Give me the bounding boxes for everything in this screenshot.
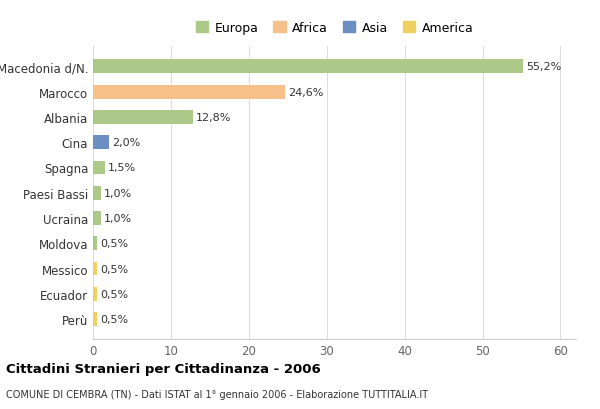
Bar bbox=[93, 136, 109, 150]
Bar bbox=[93, 237, 97, 251]
Text: 12,8%: 12,8% bbox=[196, 112, 231, 123]
Bar bbox=[93, 287, 97, 301]
Bar bbox=[93, 187, 101, 200]
Bar bbox=[93, 60, 523, 74]
Text: COMUNE DI CEMBRA (TN) - Dati ISTAT al 1° gennaio 2006 - Elaborazione TUTTITALIA.: COMUNE DI CEMBRA (TN) - Dati ISTAT al 1°… bbox=[6, 389, 428, 399]
Text: 1,0%: 1,0% bbox=[104, 188, 132, 198]
Text: 0,5%: 0,5% bbox=[100, 264, 128, 274]
Text: Cittadini Stranieri per Cittadinanza - 2006: Cittadini Stranieri per Cittadinanza - 2… bbox=[6, 362, 321, 375]
Bar bbox=[93, 111, 193, 125]
Bar bbox=[93, 85, 284, 99]
Text: 24,6%: 24,6% bbox=[288, 88, 323, 97]
Text: 0,5%: 0,5% bbox=[100, 314, 128, 324]
Text: 2,0%: 2,0% bbox=[112, 138, 140, 148]
Bar bbox=[93, 211, 101, 225]
Text: 1,0%: 1,0% bbox=[104, 213, 132, 223]
Bar bbox=[93, 161, 104, 175]
Legend: Europa, Africa, Asia, America: Europa, Africa, Asia, America bbox=[192, 18, 477, 38]
Bar bbox=[93, 262, 97, 276]
Text: 55,2%: 55,2% bbox=[526, 62, 562, 72]
Text: 0,5%: 0,5% bbox=[100, 239, 128, 249]
Text: 0,5%: 0,5% bbox=[100, 289, 128, 299]
Text: 1,5%: 1,5% bbox=[108, 163, 136, 173]
Bar bbox=[93, 312, 97, 326]
